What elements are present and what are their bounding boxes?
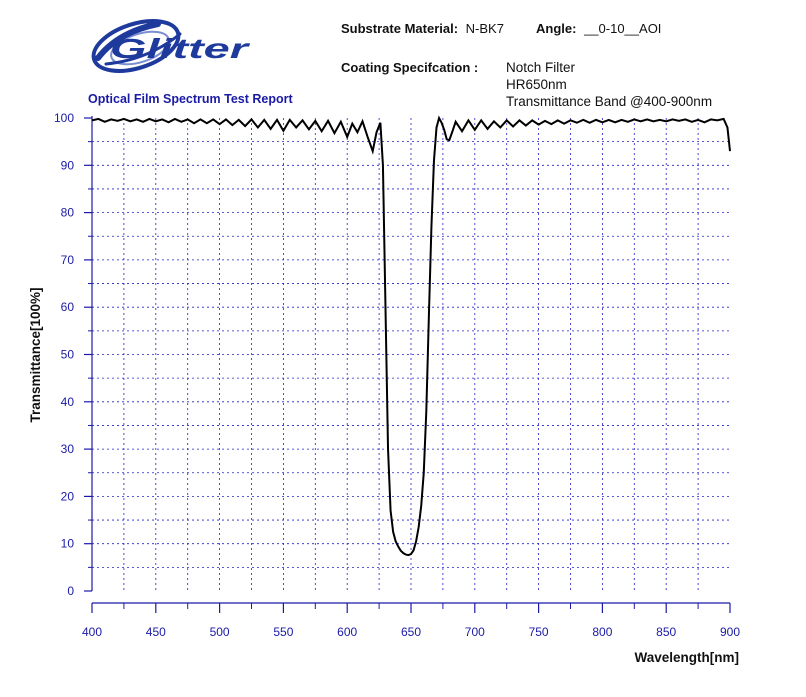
report-title: Optical Film Spectrum Test Report	[88, 92, 293, 106]
substrate-label: Substrate Material:	[341, 21, 459, 36]
x-axis-title: Wavelength[nm]	[635, 650, 740, 665]
x-tick-label: 450	[146, 625, 166, 639]
x-tick-label: 900	[720, 625, 740, 639]
x-tick-label: 550	[273, 625, 293, 639]
transmittance-curve	[91, 115, 731, 557]
y-tick-label: 90	[61, 158, 75, 172]
x-tick-label: 650	[401, 625, 421, 639]
y-tick-label: 60	[61, 300, 75, 314]
y-tick-label: 10	[61, 537, 75, 551]
substrate-value: N-BK7	[465, 21, 504, 36]
substrate-info: Substrate Material: N-BK7	[341, 21, 504, 36]
y-tick-label: 50	[61, 348, 75, 362]
y-axis-title: Transmittance[100%]	[28, 287, 43, 422]
glitter-logo: Glitter	[91, 19, 251, 73]
coating-line-1: Notch Filter	[506, 60, 576, 75]
ticks	[84, 117, 731, 613]
x-tick-label: 600	[337, 625, 357, 639]
angle-label: Angle:	[536, 21, 577, 36]
y-tick-label: 0	[67, 584, 74, 598]
x-tick-label: 800	[592, 625, 612, 639]
angle-value: __0-10__AOI	[584, 21, 662, 36]
x-tick-label: 750	[529, 625, 549, 639]
coating-line-2: HR650nm	[506, 77, 567, 92]
y-tick-label: 80	[61, 206, 75, 220]
x-tick-label: 500	[210, 625, 230, 639]
y-tick-label: 40	[61, 395, 75, 409]
x-tick-label: 400	[82, 625, 102, 639]
x-tick-label: 700	[465, 625, 485, 639]
angle-info: Angle: __0-10__AOI	[536, 21, 661, 36]
logo-wordmark: Glitter	[110, 33, 251, 64]
coating-line-3: Transmittance Band @400-900nm	[506, 94, 713, 109]
y-tick-label: 30	[61, 442, 75, 456]
x-tick-label: 850	[656, 625, 676, 639]
y-tick-label: 20	[61, 489, 75, 503]
y-tick-label: 70	[61, 253, 75, 267]
grid	[92, 118, 730, 591]
coating-label: Coating Specifcation :	[341, 60, 479, 75]
y-tick-label: 100	[54, 111, 74, 125]
tick-labels: 400 450 500 550 600 650 700 750 800 850 900 0 10 20 30…	[54, 111, 740, 639]
